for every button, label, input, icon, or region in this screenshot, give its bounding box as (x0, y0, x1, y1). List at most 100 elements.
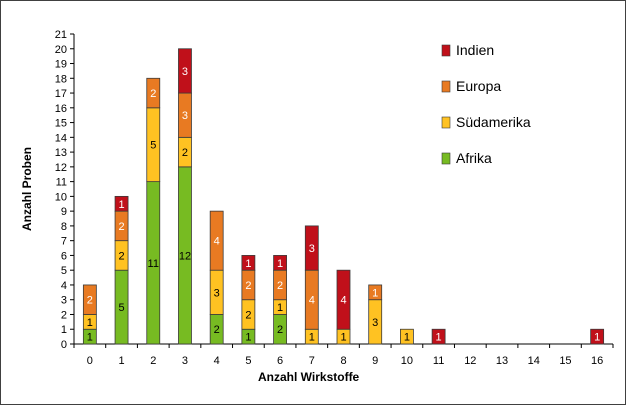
x-tick-label: 10 (401, 355, 413, 367)
data-label: 2 (118, 250, 124, 262)
bar-segment (146, 77, 161, 109)
data-label: 1 (594, 332, 600, 344)
legend-swatch (441, 116, 451, 129)
legend: Indien Europa Südamerika Afrika (441, 42, 531, 166)
bar-segment (114, 195, 129, 212)
legend-label: Europa (456, 78, 501, 94)
y-tick-label: 17 (55, 88, 67, 100)
data-label: 2 (87, 295, 93, 307)
bar-segment (273, 255, 287, 271)
data-label: 4 (214, 236, 220, 248)
data-label: 2 (245, 309, 251, 321)
data-label: 1 (277, 302, 283, 314)
bar-segment (209, 210, 224, 271)
x-tick-label: 1 (118, 355, 124, 367)
data-label: 4 (340, 295, 346, 307)
y-tick-label: 19 (55, 59, 67, 71)
x-tick-label: 2 (150, 355, 156, 367)
y-tick-label: 14 (55, 132, 67, 144)
x-tick-label: 6 (277, 355, 283, 367)
bar-segment (590, 328, 605, 345)
data-label: 1 (245, 332, 251, 344)
data-label: 2 (150, 88, 156, 100)
legend-label: Indien (456, 42, 494, 58)
x-tick-label: 11 (433, 355, 444, 367)
bar-segment (82, 284, 97, 315)
x-tick-label: 13 (496, 355, 508, 367)
data-label: 1 (245, 258, 251, 270)
x-tick-label: 16 (591, 355, 603, 367)
data-label: 1 (404, 332, 410, 344)
y-axis-title: Anzahl Proben (20, 147, 34, 231)
data-label: 2 (214, 324, 220, 336)
x-tick-label: 9 (372, 355, 378, 367)
data-label: 4 (309, 295, 315, 307)
y-tick-label: 18 (55, 73, 67, 85)
data-label: 5 (150, 140, 156, 152)
y-tick-label: 12 (55, 162, 67, 174)
legend-swatch (441, 44, 451, 57)
data-label: 3 (182, 110, 188, 122)
data-label: 1 (372, 287, 378, 299)
x-tick-label: 5 (245, 355, 251, 367)
y-tick-label: 0 (61, 339, 67, 351)
data-label: 11 (148, 258, 159, 270)
x-tick-label: 14 (528, 355, 540, 367)
y-tick-label: 4 (61, 280, 67, 292)
bar-segment (431, 328, 446, 345)
y-tick-label: 13 (55, 147, 67, 159)
bar-segment (400, 328, 414, 345)
bar-segment (368, 284, 383, 301)
data-label: 1 (309, 332, 315, 344)
legend-swatch (441, 152, 451, 165)
y-tick-label: 10 (55, 191, 67, 203)
data-label: 3 (214, 287, 220, 299)
x-tick-label: 4 (214, 355, 220, 367)
data-label: 1 (87, 332, 93, 344)
data-label: 1 (340, 332, 346, 344)
y-tick-label: 3 (61, 295, 67, 307)
data-label: 3 (182, 66, 188, 78)
data-label: 5 (118, 302, 124, 314)
y-tick-label: 5 (61, 265, 67, 277)
y-tick-label: 8 (61, 221, 67, 233)
data-label: 12 (179, 250, 191, 262)
data-label: 2 (277, 280, 283, 292)
x-tick-label: 12 (464, 355, 476, 367)
data-label: 1 (118, 199, 124, 211)
y-tick-label: 1 (61, 324, 67, 336)
y-tick-label: 9 (61, 206, 67, 218)
data-label: 3 (309, 243, 315, 255)
bar-segment (241, 255, 256, 271)
y-tick-label: 16 (55, 103, 67, 115)
x-tick-label: 3 (182, 355, 188, 367)
x-axis-title: Anzahl Wirkstoffe (258, 370, 360, 384)
bar-segment (336, 269, 351, 330)
y-tick-label: 20 (55, 44, 67, 56)
data-label: 1 (436, 332, 442, 344)
legend-label: Südamerika (456, 114, 531, 130)
data-label: 2 (182, 147, 188, 159)
x-tick-label: 15 (559, 355, 571, 367)
x-tick-label: 8 (340, 355, 346, 367)
data-label: 1 (277, 258, 283, 270)
y-tick-label: 6 (61, 250, 67, 262)
x-tick-label: 0 (87, 355, 93, 367)
legend-swatch (441, 80, 451, 93)
legend-label: Afrika (456, 150, 492, 166)
data-label: 2 (118, 221, 124, 233)
bar-segment (304, 225, 319, 271)
data-label: 2 (245, 280, 251, 292)
y-tick-label: 21 (55, 29, 67, 41)
data-label: 1 (87, 317, 93, 329)
y-tick-label: 11 (56, 177, 67, 189)
x-axis: 0 1 2 3 4 5 6 7 8 9 10 11 12 13 14 15 16 (73, 343, 614, 367)
y-tick-label: 2 (61, 309, 67, 321)
data-label: 2 (277, 324, 283, 336)
x-tick-label: 7 (309, 355, 315, 367)
bar-segment (178, 48, 192, 94)
